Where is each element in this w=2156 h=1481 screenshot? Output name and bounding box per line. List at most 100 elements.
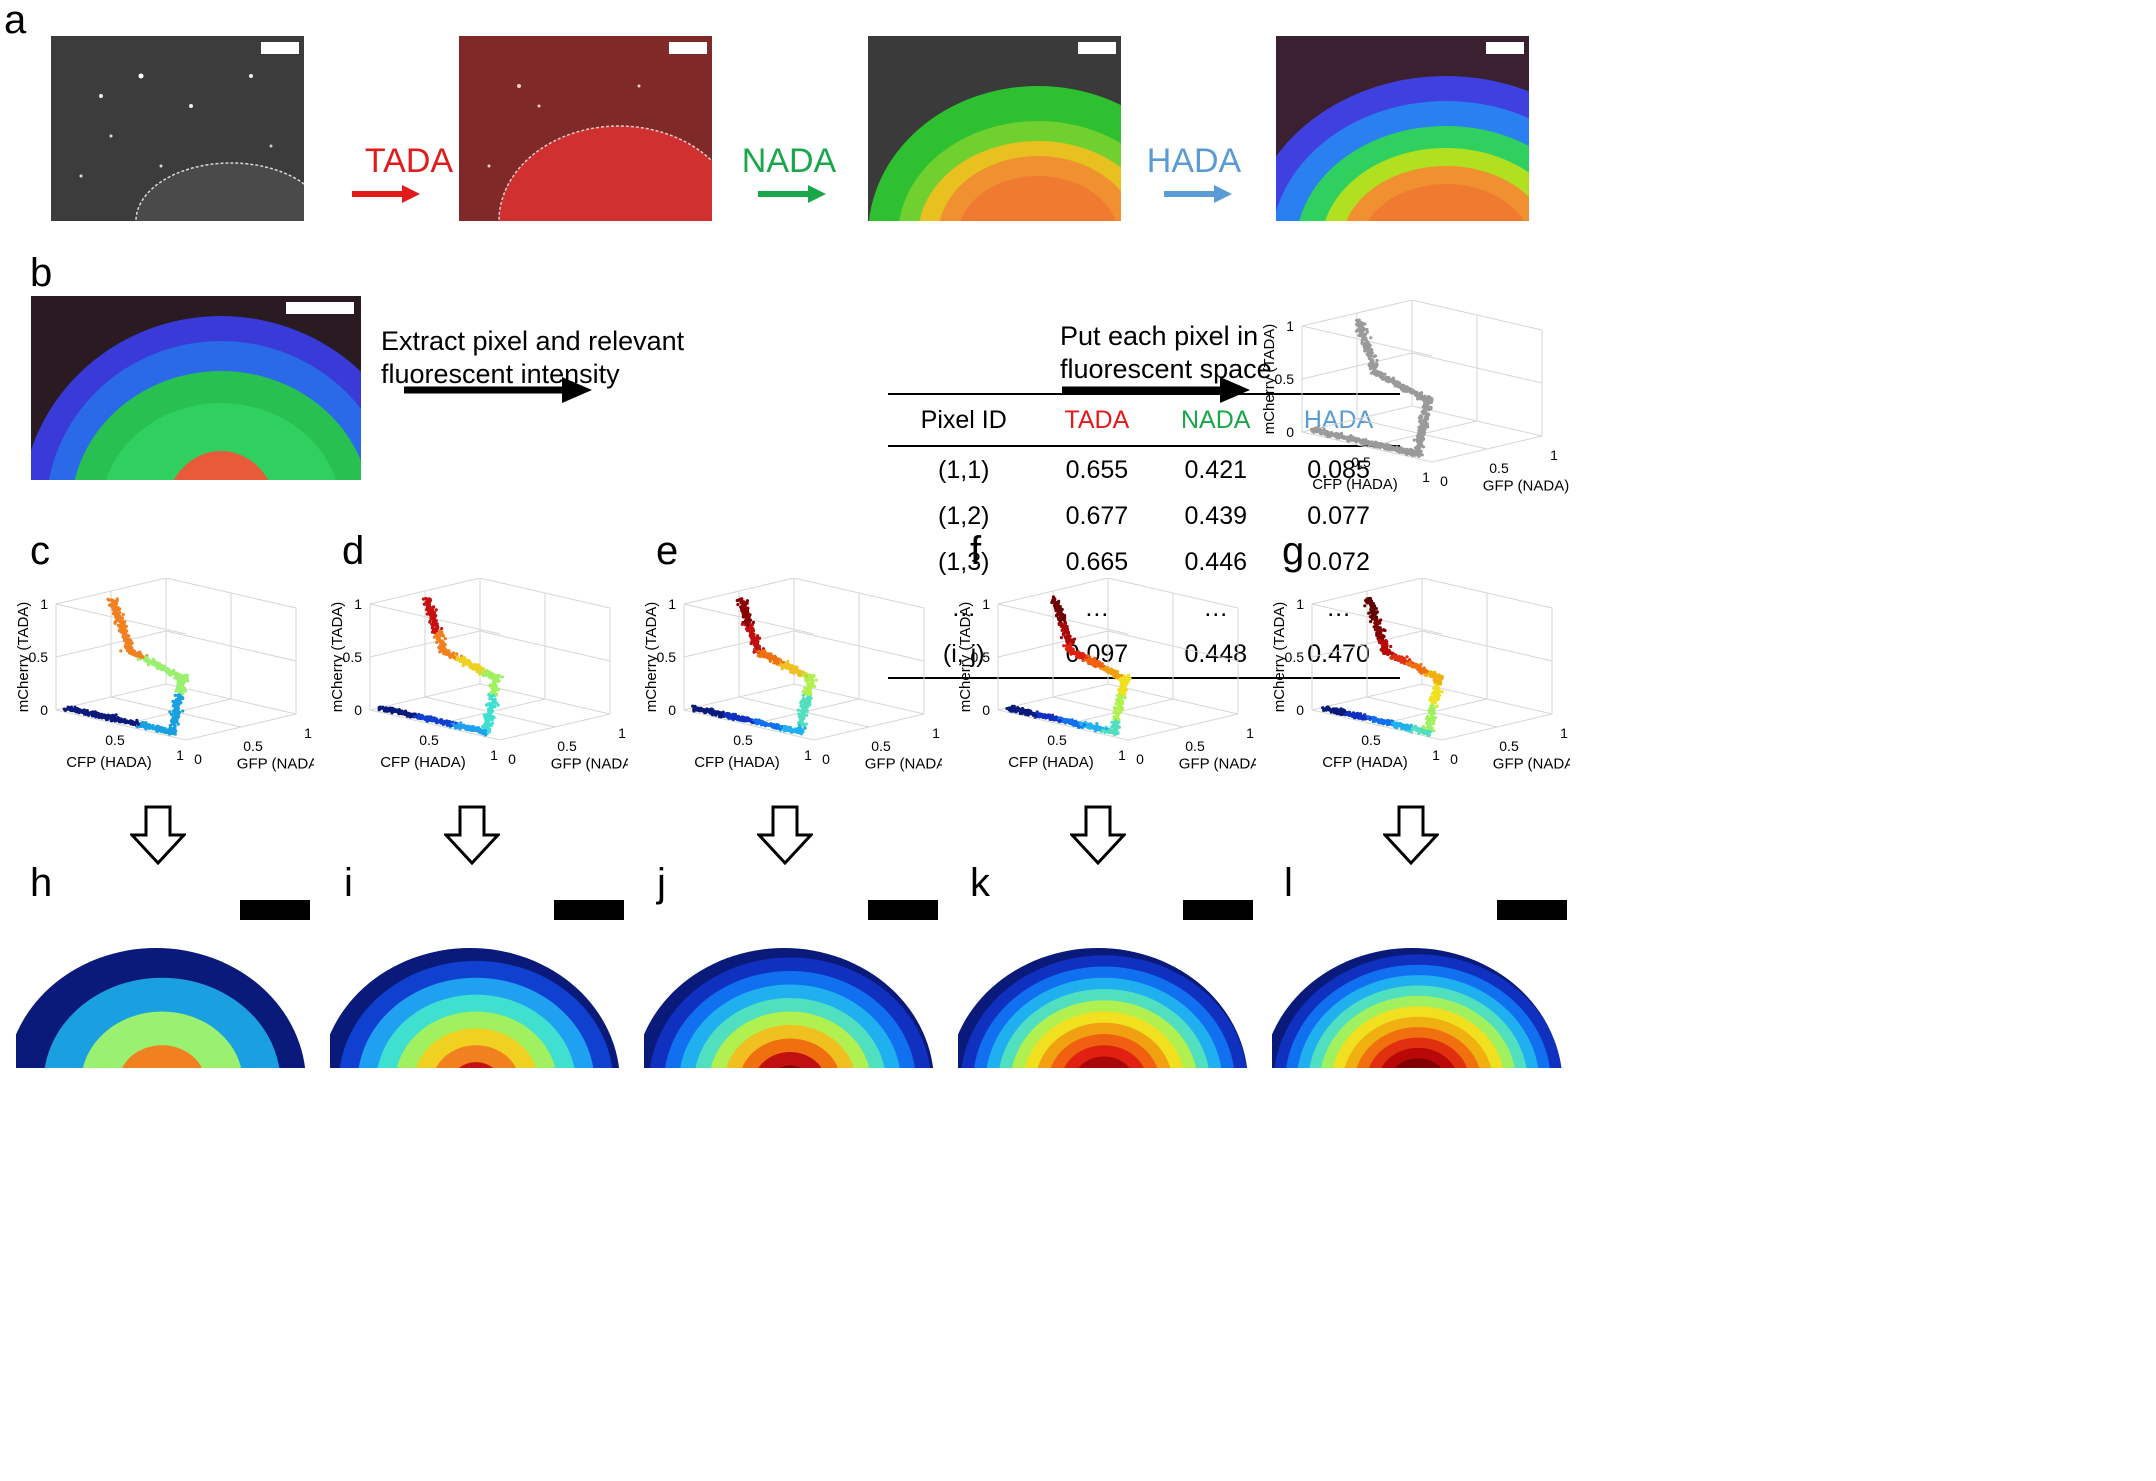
- scale-bar: [1497, 900, 1567, 920]
- panel-label-k: k: [970, 861, 990, 905]
- z-tick-label: 1: [354, 596, 362, 612]
- table-cell: …: [951, 593, 977, 622]
- table-cell: 0.446: [1184, 547, 1247, 576]
- table-row: (1,3) 0.665 0.446 0.072: [888, 539, 1400, 585]
- y-axis-label: GFP (NADA): [1483, 477, 1569, 494]
- put-description: Put each pixel in fluorescent space: [1060, 321, 1272, 384]
- z-tick-label: 0: [982, 702, 990, 718]
- panel-label-h: h: [30, 861, 53, 905]
- table-cell: (i, j): [942, 639, 985, 668]
- point-cloud: [1005, 595, 1132, 736]
- table-cell: 0.085: [1307, 455, 1370, 484]
- x-axis-label: CFP (HADA): [380, 754, 466, 771]
- table-header-nada: NADA: [1154, 394, 1278, 447]
- stain-label-tada: TADA: [364, 142, 454, 180]
- scale-bar: [286, 302, 354, 314]
- x-tick-label: 0.5: [419, 732, 439, 748]
- table-row: …………: [888, 585, 1400, 631]
- table-row: (i, j) 0.097 0.448 0.470: [888, 631, 1400, 678]
- z-tick-label: 0: [668, 702, 676, 718]
- x-tick-label: 0.5: [1047, 732, 1067, 748]
- z-tick-label: 0: [354, 702, 362, 718]
- y-tick-label: 0.5: [1489, 460, 1509, 476]
- panel-label-b: b: [30, 251, 53, 295]
- scale-bar: [1183, 900, 1253, 920]
- arrow-nada: [758, 185, 826, 203]
- z-tick-label: 1: [1296, 596, 1304, 612]
- point-cloud: [691, 597, 818, 736]
- y-axis-label: GFP (NADA): [237, 755, 314, 772]
- y-tick-label: 1: [1550, 447, 1558, 463]
- arrow-hada: [1164, 185, 1232, 203]
- scale-bar: [554, 900, 624, 920]
- panel-label-c: c: [30, 529, 50, 573]
- z-axis-label: mCherry (TADA): [1271, 602, 1288, 713]
- y-tick-label: 0.5: [1499, 738, 1519, 754]
- arrow-tada: [352, 185, 420, 203]
- z-tick-label: 0.5: [657, 649, 677, 665]
- panel-label-l: l: [1284, 861, 1293, 905]
- x-axis-label: CFP (HADA): [1322, 754, 1408, 771]
- z-tick-label: 1: [1286, 318, 1294, 334]
- panel-label-i: i: [344, 861, 353, 905]
- x-tick-label: 1: [490, 747, 498, 763]
- table-cell: …: [1084, 593, 1110, 622]
- table-cell: 0.077: [1307, 501, 1370, 530]
- table-cell: 0.677: [1065, 501, 1129, 530]
- z-tick-label: 0.5: [1285, 649, 1305, 665]
- point-cloud: [1309, 318, 1434, 458]
- scale-bar: [669, 42, 707, 54]
- scatter-3d-c: 0 0.5 1 0.5 1 0 0.5 1 mCherry (TADA) CFP (HADA) GF…: [14, 577, 323, 783]
- microscopy-image-a1: [51, 36, 304, 221]
- x-axis-label: CFP (HADA): [694, 754, 780, 771]
- cluster-map-h: [6, 908, 316, 1218]
- y-tick-label: 1: [304, 725, 312, 741]
- z-axis-label: mCherry (TADA): [957, 602, 974, 713]
- x-axis-label: CFP (HADA): [1312, 476, 1398, 493]
- table-header-pixel-id: Pixel ID: [888, 394, 1040, 447]
- x-tick-label: 0.5: [1361, 732, 1381, 748]
- cluster-map-j: [634, 908, 944, 1218]
- microscopy-image-a2: [459, 36, 712, 221]
- table-cell: 0.655: [1065, 455, 1129, 484]
- table-header-tada: TADA: [1039, 394, 1155, 447]
- scatter-3d-g: 0 0.5 1 0.5 1 0 0.5 1 mCherry (TADA) CFP (HADA) GF…: [1270, 577, 1579, 783]
- x-axis-label: CFP (HADA): [66, 754, 152, 771]
- scatter-3d-b: 0 0.5 1 0.5 1 0 0.5 1 mCherry (TADA) CFP (HADA) GF…: [1260, 299, 1580, 505]
- panel-label-j: j: [657, 861, 666, 905]
- down-arrow-g: [1383, 805, 1439, 865]
- scale-bar: [868, 900, 938, 920]
- down-arrow-c: [130, 805, 186, 865]
- z-tick-label: 1: [668, 596, 676, 612]
- y-tick-label: 0: [508, 751, 516, 767]
- scale-bar: [1486, 42, 1524, 54]
- y-tick-label: 0: [1136, 751, 1144, 767]
- panel-label-a: a: [4, 0, 27, 42]
- x-tick-label: 1: [1432, 747, 1440, 763]
- z-tick-label: 0: [1296, 702, 1304, 718]
- x-tick-label: 1: [1118, 747, 1126, 763]
- table-cell: (1,2): [938, 501, 990, 530]
- table-cell: (1,3): [938, 547, 990, 576]
- y-tick-label: 0.5: [557, 738, 577, 754]
- y-tick-label: 1: [932, 725, 940, 741]
- y-tick-label: 0: [822, 751, 830, 767]
- cluster-map-k: [948, 908, 1258, 1218]
- table-row: (1,2) 0.677 0.439 0.077: [888, 493, 1400, 539]
- table-cell: 0.448: [1184, 639, 1247, 668]
- z-tick-label: 0.5: [1275, 371, 1295, 387]
- scale-bar: [240, 900, 310, 920]
- down-arrow-d: [444, 805, 500, 865]
- z-axis-label: mCherry (TADA): [643, 602, 660, 713]
- x-tick-label: 1: [804, 747, 812, 763]
- pixel-intensity-table: Pixel ID TADA NADA HADA (1,1) 0.655 0.421 0…: [888, 393, 1400, 679]
- z-axis-label: mCherry (TADA): [15, 602, 32, 713]
- x-tick-label: 0.5: [1351, 454, 1371, 470]
- table-cell: 0.665: [1065, 547, 1129, 576]
- point-cloud: [377, 596, 505, 737]
- table-row: (1,1) 0.655 0.421 0.085: [888, 446, 1400, 493]
- scatter-3d-e: 0 0.5 1 0.5 1 0 0.5 1 mCherry (TADA) CFP (HADA) GF…: [642, 577, 951, 783]
- cluster-map-i: [320, 908, 630, 1218]
- x-tick-label: 1: [1422, 469, 1430, 485]
- scale-bar: [1078, 42, 1116, 54]
